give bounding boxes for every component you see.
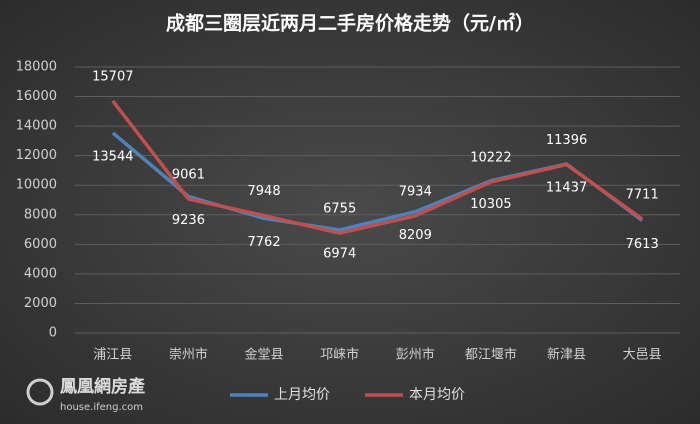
- value-label: 6755: [323, 202, 356, 217]
- y-tick-label: 8000: [24, 207, 57, 222]
- y-tick-label: 18000: [16, 60, 57, 75]
- y-tick-label: 6000: [24, 237, 57, 252]
- value-label: 8209: [399, 228, 432, 243]
- y-tick-label: 12000: [16, 148, 57, 163]
- value-label: 13544: [92, 149, 133, 164]
- chart-title: 成都三圈层近两月二手房价格走势（元/㎡）: [166, 12, 534, 35]
- x-tick-label: 新津县: [547, 347, 586, 363]
- value-label: 7762: [248, 235, 281, 250]
- watermark-logo: [26, 378, 54, 406]
- x-tick-label: 都江堰市: [465, 347, 517, 363]
- legend-label: 本月均价: [409, 387, 465, 403]
- value-label: 7948: [248, 184, 281, 199]
- value-label: 15707: [92, 69, 133, 84]
- value-label: 7711: [626, 188, 659, 203]
- x-tick-label: 崇州市: [169, 347, 208, 363]
- x-tick-label: 大邑县: [623, 348, 662, 363]
- series-line: [111, 99, 644, 235]
- y-tick-label: 0: [49, 326, 57, 341]
- y-tick-label: 16000: [16, 89, 57, 104]
- x-tick-label: 彭州市: [396, 347, 435, 363]
- x-tick-label: 金堂县: [245, 347, 284, 363]
- x-tick-label: 浦江县: [93, 348, 132, 363]
- watermark: 鳳凰網房產 house.ifeng.com: [26, 376, 145, 413]
- value-label: 9236: [172, 213, 205, 228]
- value-label: 6974: [323, 246, 356, 261]
- value-label: 11396: [546, 133, 587, 148]
- value-label: 11437: [546, 180, 587, 195]
- y-tick-label: 10000: [16, 178, 57, 193]
- value-label: 9061: [172, 168, 205, 183]
- y-tick-label: 4000: [24, 266, 57, 281]
- legend-label: 上月均价: [274, 387, 330, 403]
- value-label: 7613: [626, 237, 659, 252]
- x-tick-label: 邛崃市: [320, 347, 359, 363]
- watermark-brand: 鳳凰網房產: [60, 376, 145, 397]
- value-label: 10305: [470, 197, 511, 212]
- value-label: 10222: [470, 150, 511, 165]
- watermark-url: house.ifeng.com: [60, 402, 143, 413]
- y-tick-label: 2000: [24, 296, 57, 311]
- value-label: 7934: [399, 184, 432, 199]
- y-tick-label: 14000: [16, 119, 57, 134]
